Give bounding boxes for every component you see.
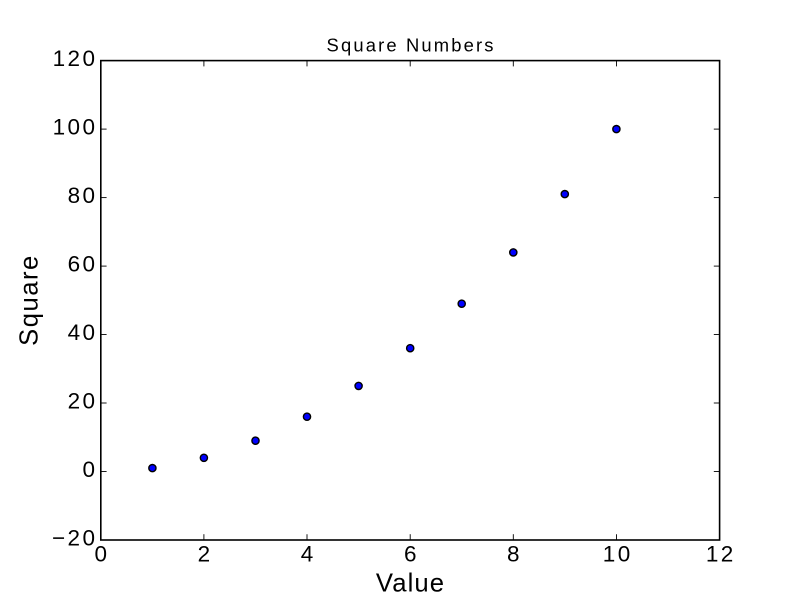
svg-text:40: 40 <box>68 320 98 345</box>
svg-text:60: 60 <box>68 252 98 277</box>
svg-text:80: 80 <box>68 183 98 208</box>
svg-text:0: 0 <box>82 457 97 482</box>
svg-text:8: 8 <box>507 542 522 567</box>
svg-text:Value: Value <box>376 570 445 598</box>
svg-text:Square Numbers: Square Numbers <box>327 35 496 56</box>
svg-text:6: 6 <box>404 542 419 567</box>
svg-text:10: 10 <box>603 542 633 567</box>
svg-text:120: 120 <box>53 46 98 71</box>
svg-text:−20: −20 <box>52 526 97 551</box>
svg-text:2: 2 <box>198 542 213 567</box>
svg-text:12: 12 <box>706 542 736 567</box>
svg-text:100: 100 <box>53 115 98 140</box>
svg-text:20: 20 <box>68 389 98 414</box>
svg-text:0: 0 <box>95 542 110 567</box>
svg-text:4: 4 <box>301 542 316 567</box>
svg-text:Square: Square <box>16 254 44 346</box>
